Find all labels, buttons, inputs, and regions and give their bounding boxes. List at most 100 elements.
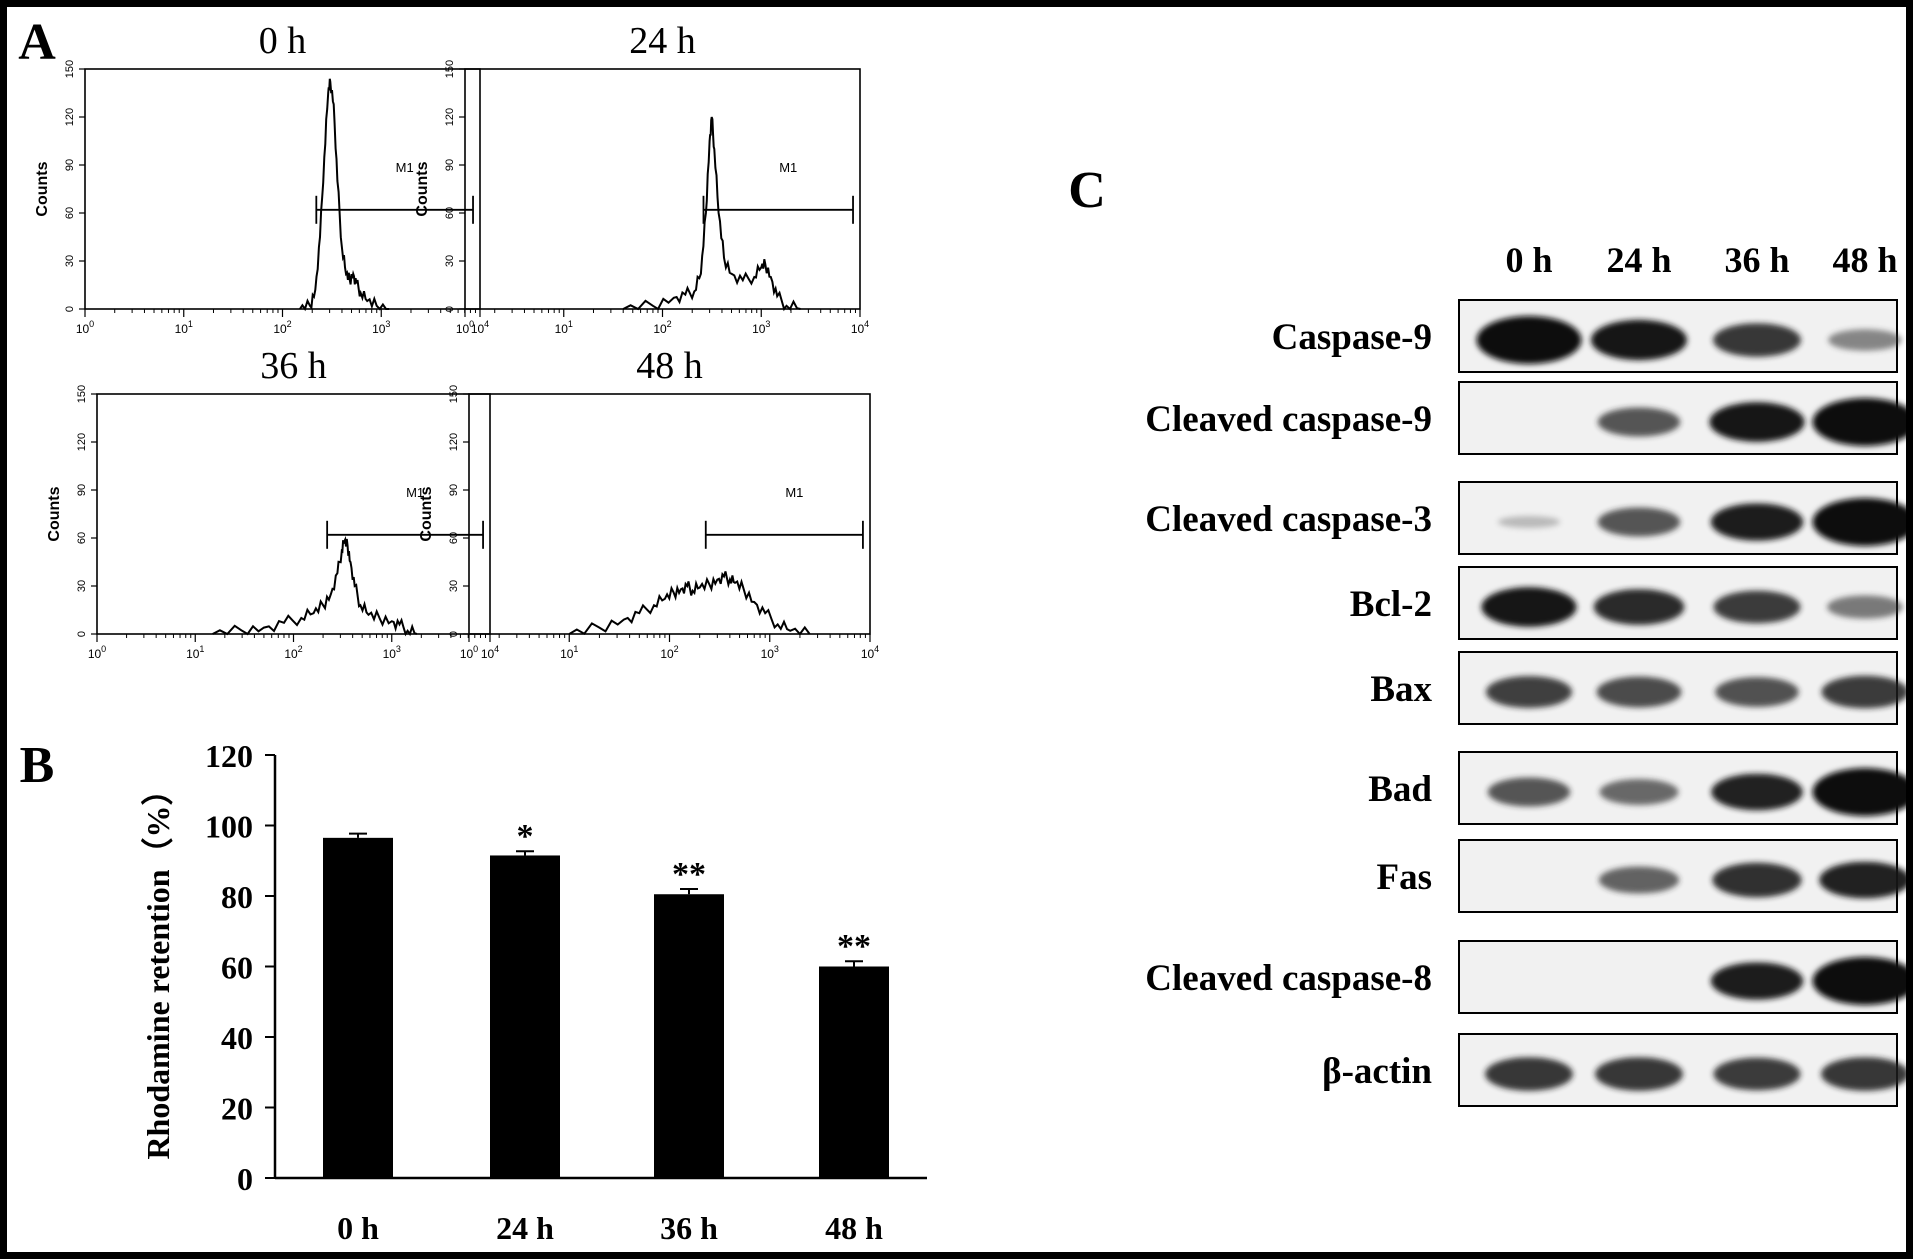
histogram-4: 48 h 0 30 60 90 120 150 100 101 102 103 104 Counts M1 [418, 345, 879, 661]
figure-canvas: A B C 0 h 0 30 60 90 120 150 100 101 102 103 104 Count… [7, 7, 1906, 1252]
blot-band [1591, 319, 1687, 361]
protein-label: Bax [1370, 669, 1432, 710]
bar-y-tick-label: 80 [221, 879, 253, 915]
panel-letter-b: B [20, 737, 55, 794]
y-tick-label: 60 [444, 207, 456, 219]
y-tick-label: 0 [64, 306, 76, 312]
y-tick-label: 0 [76, 631, 88, 637]
protein-label: Caspase-9 [1272, 317, 1432, 358]
plot-frame [464, 68, 861, 310]
protein-label: Cleaved caspase-9 [1145, 399, 1432, 440]
x-tick-label: 103 [761, 644, 779, 661]
y-tick-label: 0 [444, 306, 456, 312]
y-tick-label: 60 [64, 207, 76, 219]
lane-label: 48 h [1832, 240, 1897, 280]
blot-band [1710, 503, 1804, 541]
blot-band [1481, 587, 1577, 627]
y-tick-label: 120 [76, 433, 88, 451]
lane-label: 24 h [1606, 240, 1671, 280]
blot-band [1812, 957, 1906, 1005]
blot-band [1598, 866, 1680, 894]
x-tick-label: 100 [460, 644, 478, 661]
blot-row [1458, 1033, 1906, 1107]
y-tick-label: 60 [76, 532, 88, 544]
histogram-title: 24 h [629, 20, 696, 62]
lane-label: 36 h [1724, 240, 1789, 280]
bar-y-tick-label: 60 [221, 950, 253, 986]
figure-svg: A B C 0 h 0 30 60 90 120 150 100 101 102 103 104 Count… [18, 14, 1906, 1246]
histogram-title: 48 h [636, 345, 703, 387]
bar-y-tick-label: 0 [237, 1161, 253, 1197]
blot-band [1827, 595, 1903, 619]
y-tick-label: 30 [76, 580, 88, 592]
blot-band [1713, 1057, 1801, 1091]
blot-band [1593, 589, 1685, 625]
significance-marker: ** [837, 928, 871, 965]
x-tick-label: 101 [186, 644, 204, 661]
x-tick-label: 101 [560, 644, 578, 661]
bar [490, 855, 560, 1178]
blot-row [1458, 751, 1906, 825]
blot-band [1597, 507, 1681, 537]
blot-band [1595, 1057, 1683, 1091]
blot-band [1713, 590, 1801, 624]
x-tick-label: 100 [76, 319, 94, 336]
y-tick-label: 150 [76, 385, 88, 403]
significance-marker: * [517, 818, 534, 855]
y-tick-label: 30 [64, 255, 76, 267]
bar-y-tick-label: 100 [205, 809, 253, 845]
blot-row [1458, 839, 1906, 913]
x-tick-label: 104 [851, 319, 869, 336]
y-axis-label: Counts [46, 486, 63, 541]
x-tick-label: 102 [273, 319, 291, 336]
bar-category-label: 36 h [660, 1210, 718, 1246]
protein-label: Bad [1368, 769, 1432, 810]
panel-letter-a: A [18, 14, 56, 71]
lane-label: 0 h [1505, 240, 1552, 280]
y-tick-label: 120 [444, 108, 456, 126]
bar-category-label: 0 h [337, 1210, 379, 1246]
blot-band [1812, 398, 1906, 446]
x-tick-label: 103 [383, 644, 401, 661]
blot-band [1713, 323, 1801, 357]
y-axis-label: Counts [34, 161, 51, 216]
blot-band [1596, 676, 1682, 708]
blot-band [1599, 779, 1679, 805]
x-tick-label: 103 [372, 319, 390, 336]
y-tick-label: 120 [448, 433, 460, 451]
gate-label: M1 [785, 485, 803, 500]
bar-y-axis-label: Rhodamine retention（%） [140, 773, 176, 1159]
x-tick-label: 104 [481, 644, 499, 661]
blot-row [1458, 381, 1906, 455]
bar-category-label: 48 h [825, 1210, 883, 1246]
blot-band [1712, 862, 1802, 898]
blot-band [1812, 498, 1906, 546]
blot-band [1597, 407, 1681, 437]
bar-y-tick-label: 120 [205, 738, 253, 774]
y-axis-label: Counts [414, 161, 431, 216]
blot-band [1715, 677, 1799, 707]
blot-row [1458, 566, 1903, 640]
y-tick-label: 30 [448, 580, 460, 592]
blot-band [1821, 1057, 1906, 1091]
blot-row [1458, 299, 1902, 373]
y-tick-label: 120 [64, 108, 76, 126]
histogram-title: 36 h [260, 345, 327, 387]
bar-category-label: 24 h [496, 1210, 554, 1246]
blot-row [1458, 481, 1906, 555]
histogram-title: 0 h [259, 20, 307, 62]
blot-band [1711, 773, 1803, 811]
bar-y-tick-label: 20 [221, 1091, 253, 1127]
protein-label: Bcl-2 [1350, 584, 1432, 625]
blot-band [1828, 329, 1902, 351]
panel-letter-c: C [1068, 162, 1106, 219]
y-tick-label: 0 [448, 631, 460, 637]
significance-marker: ** [672, 856, 706, 893]
blot-band [1485, 675, 1573, 709]
x-tick-label: 100 [88, 644, 106, 661]
y-axis-label: Counts [418, 486, 435, 541]
y-tick-label: 150 [64, 60, 76, 78]
bar [654, 894, 724, 1178]
histogram-trace [622, 116, 801, 312]
